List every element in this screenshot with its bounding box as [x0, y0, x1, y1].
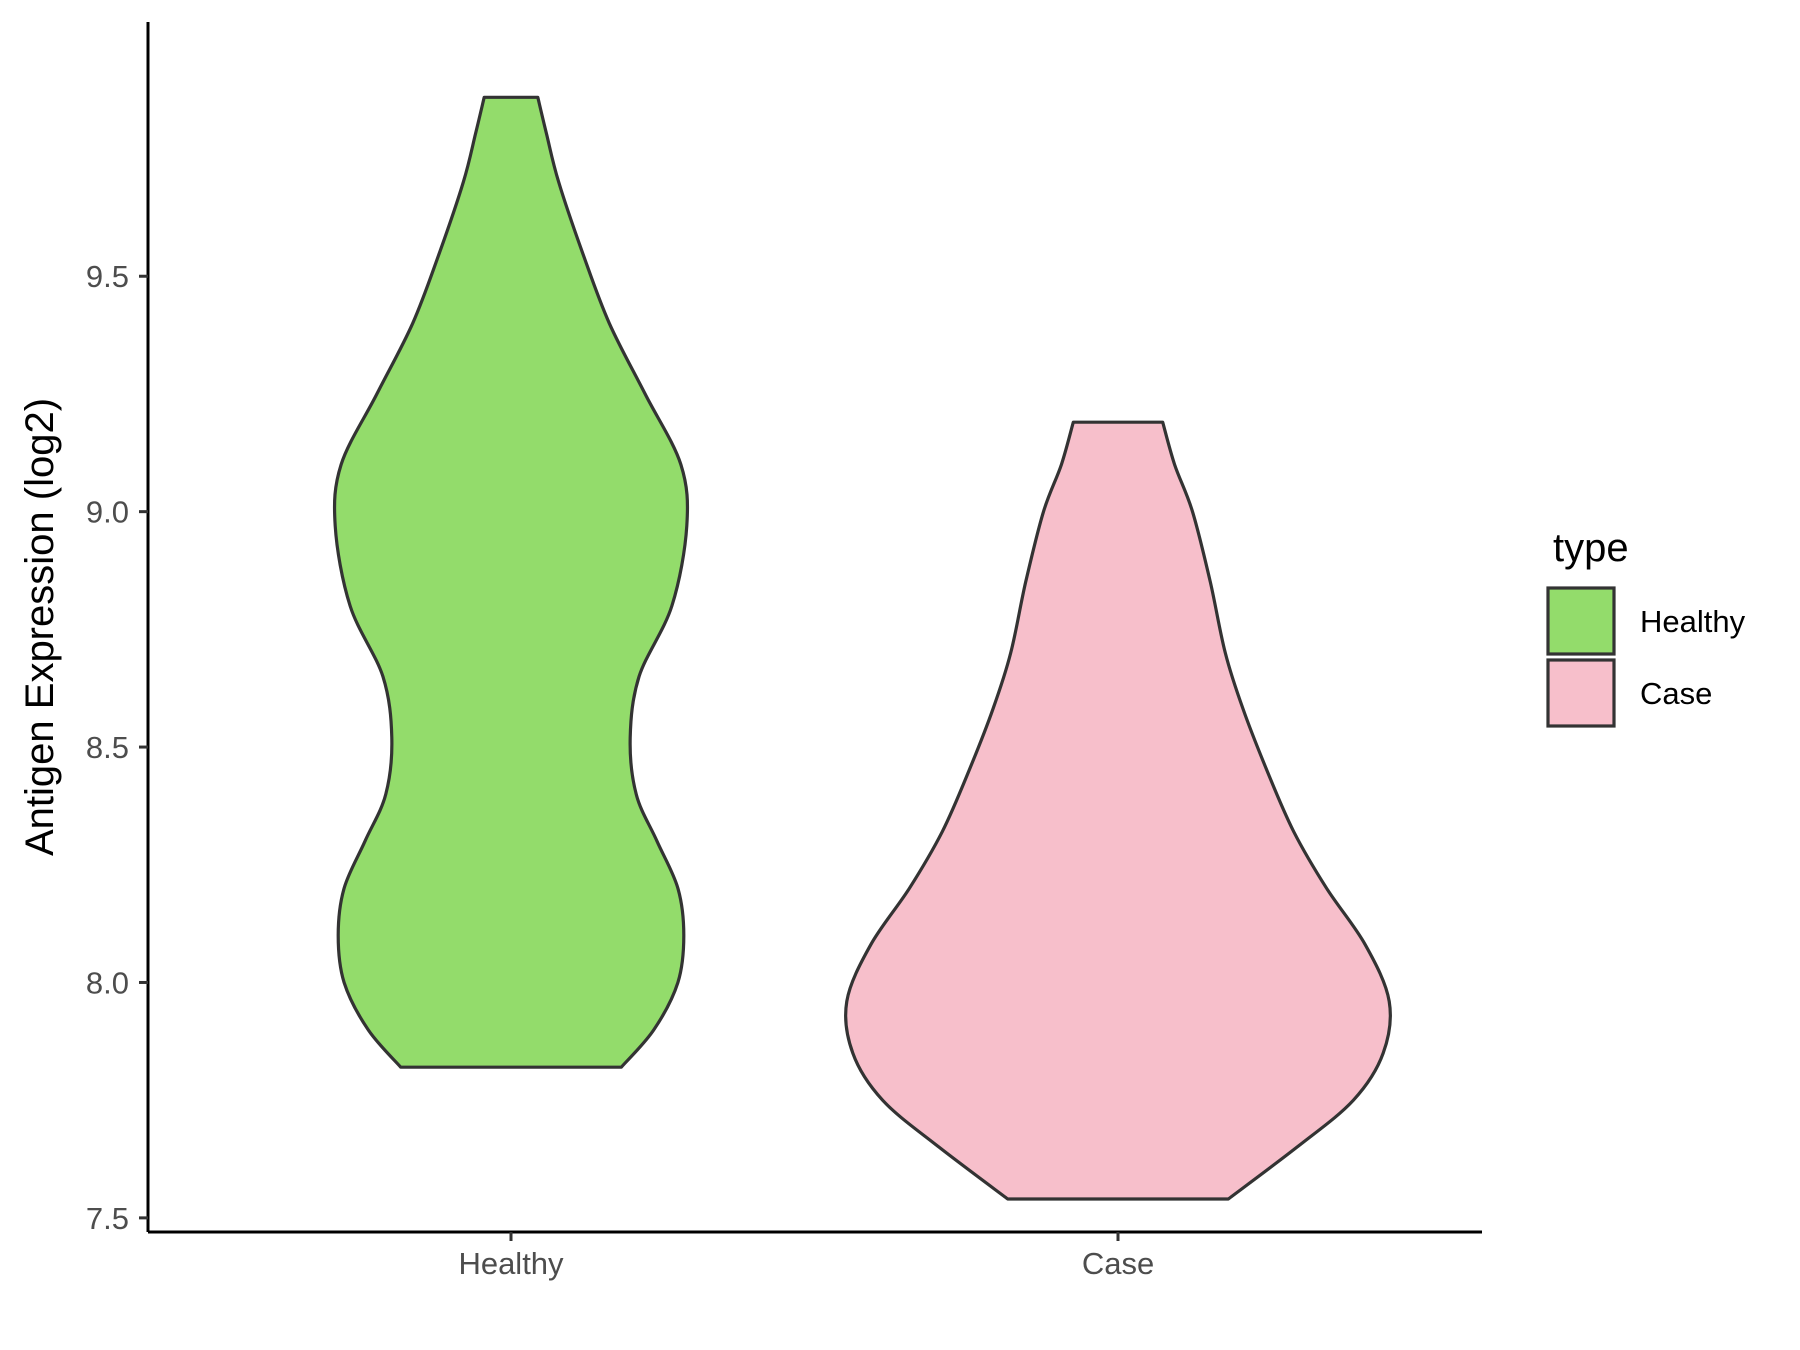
- x-axis-ticks: Healthy Case: [458, 1232, 1154, 1281]
- legend-title: type: [1553, 526, 1629, 570]
- violin-case: [844, 420, 1392, 1201]
- y-tick-label: 8.5: [86, 730, 129, 765]
- legend-label-healthy: Healthy: [1640, 604, 1746, 639]
- legend-swatch-healthy: [1546, 586, 1616, 656]
- violin-layer: [332, 95, 1392, 1201]
- legend-items: Healthy Case: [1546, 586, 1746, 728]
- legend: type Healthy Case: [1546, 526, 1746, 728]
- y-axis-ticks: 7.5 8.0 8.5 9.0 9.5: [86, 259, 148, 1236]
- legend-swatch-case: [1546, 658, 1616, 728]
- x-tick-label: Healthy: [458, 1246, 564, 1281]
- y-tick-label: 7.5: [86, 1201, 129, 1236]
- y-tick-label: 9.5: [86, 259, 129, 294]
- x-tick-label: Case: [1082, 1246, 1154, 1281]
- legend-label-case: Case: [1640, 676, 1712, 711]
- violin-healthy: [332, 95, 690, 1069]
- y-tick-label: 9.0: [86, 495, 129, 530]
- y-axis-title: Antigen Expression (log2): [18, 398, 62, 856]
- y-tick-label: 8.0: [86, 965, 129, 1000]
